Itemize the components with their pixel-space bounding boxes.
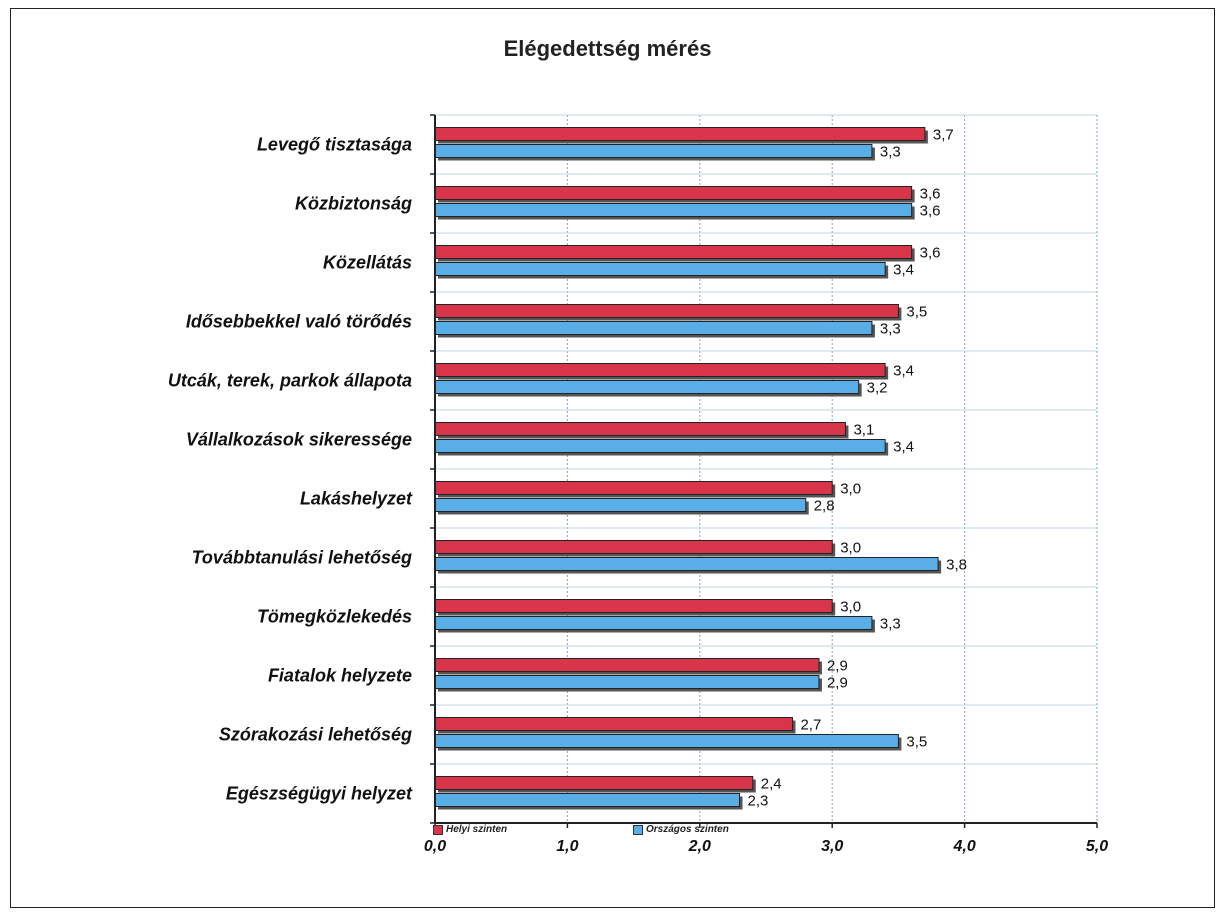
bar-national — [434, 675, 820, 689]
data-label: 3,4 — [893, 262, 914, 279]
bar-local — [434, 599, 833, 613]
data-label: 2,4 — [761, 776, 782, 793]
data-label: 3,0 — [840, 599, 861, 616]
data-label: 3,0 — [840, 540, 861, 557]
data-label: 3,2 — [867, 380, 888, 397]
x-tick-label: 4,0 — [952, 838, 975, 855]
bar-national — [434, 380, 860, 394]
category-label: Közellátás — [323, 253, 412, 273]
data-label: 2,3 — [748, 793, 769, 810]
data-label: 3,3 — [880, 144, 901, 161]
bar-local — [434, 127, 926, 141]
category-label: Vállalkozások sikeressége — [186, 430, 412, 450]
data-label: 3,6 — [920, 245, 941, 262]
data-label: 3,6 — [920, 186, 941, 203]
bar-national — [434, 439, 886, 453]
data-label: 3,5 — [906, 734, 927, 751]
data-label: 2,8 — [814, 498, 835, 515]
data-label: 2,9 — [827, 675, 848, 692]
bar-national — [434, 616, 873, 630]
bar-national — [434, 203, 913, 217]
data-label: 3,4 — [893, 363, 914, 380]
category-label: Szórakozási lehetőség — [219, 725, 412, 745]
category-label: Utcák, terek, parkok állapota — [168, 371, 412, 391]
category-label: Idősebbekkel való törődés — [186, 312, 412, 332]
x-tick-label: 0,0 — [424, 838, 446, 855]
bar-local — [434, 776, 754, 790]
legend-label-national: Országos szinten — [646, 824, 729, 835]
x-tick-label: 1,0 — [556, 838, 578, 855]
bar-national — [434, 734, 899, 748]
data-label: 3,3 — [880, 321, 901, 338]
category-label: Közbiztonság — [295, 194, 412, 214]
category-label: Fiatalok helyzete — [268, 666, 412, 686]
data-label: 3,4 — [893, 439, 914, 456]
bar-national — [434, 498, 807, 512]
category-label: Továbbtanulási lehetőség — [192, 548, 412, 568]
category-label: Tömegközlekedés — [257, 607, 412, 627]
data-label: 3,0 — [840, 481, 861, 498]
x-tick-label: 2,0 — [688, 838, 711, 855]
category-label: Lakáshelyzet — [300, 489, 413, 509]
bar-local — [434, 481, 833, 495]
legend-item-local: Helyi szinten — [433, 824, 507, 835]
data-label: 3,8 — [946, 557, 967, 574]
bar-local — [434, 658, 820, 672]
bar-local — [434, 540, 833, 554]
bar-local — [434, 304, 899, 318]
bar-local — [434, 245, 913, 259]
bar-local — [434, 186, 913, 200]
category-label: Levegő tisztasága — [257, 135, 412, 155]
data-label: 3,6 — [920, 203, 941, 220]
x-tick-label: 3,0 — [821, 838, 843, 855]
data-label: 2,7 — [800, 717, 821, 734]
bar-national — [434, 557, 939, 571]
legend-swatch-local — [433, 824, 443, 835]
data-label: 3,3 — [880, 616, 901, 633]
category-label: Egészségügyi helyzet — [226, 784, 413, 804]
legend-item-national: Országos szinten — [633, 824, 729, 835]
legend-label-local: Helyi szinten — [446, 824, 508, 835]
data-label: 2,9 — [827, 658, 848, 675]
data-label: 3,5 — [906, 304, 927, 321]
bar-local — [434, 717, 793, 731]
bar-local — [434, 363, 886, 377]
bar-national — [434, 793, 741, 807]
data-label: 3,1 — [853, 422, 874, 439]
bar-national — [434, 321, 873, 335]
legend-swatch-national — [633, 824, 643, 835]
bar-national — [434, 262, 886, 276]
chart-title: Elégedettség mérés — [503, 36, 712, 61]
x-tick-label: 5,0 — [1086, 838, 1108, 855]
bar-national — [434, 144, 873, 158]
data-label: 3,7 — [933, 127, 954, 144]
bar-local — [434, 422, 846, 436]
